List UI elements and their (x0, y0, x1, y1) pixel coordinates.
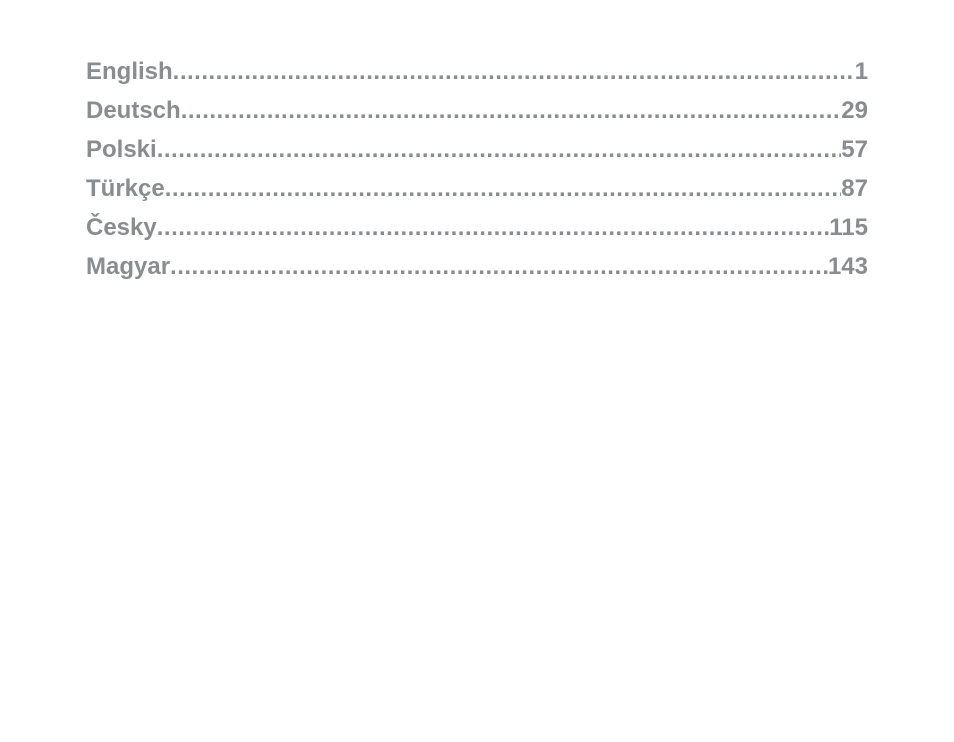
toc-entry-page: 87 (841, 169, 868, 208)
toc-entry: Türkçe 87 (86, 169, 868, 208)
table-of-contents: English 1 Deutsch 29 Polski 57 Türkçe 87 Česky 11… (86, 52, 868, 286)
toc-entry-page: 57 (841, 130, 868, 169)
toc-entry-page: 115 (829, 208, 868, 247)
toc-entry-label: Türkçe (86, 169, 165, 208)
toc-entry-label: English (86, 52, 173, 91)
toc-leader (157, 145, 842, 169)
toc-entry: Česky 115 (86, 208, 868, 247)
toc-entry: English 1 (86, 52, 868, 91)
toc-entry-page: 143 (828, 247, 868, 286)
toc-leader (173, 67, 855, 91)
toc-entry-label: Deutsch (86, 91, 181, 130)
toc-entry-label: Česky (86, 208, 157, 247)
toc-leader (165, 184, 842, 208)
toc-leader (181, 106, 842, 130)
toc-entry-page: 29 (841, 91, 868, 130)
toc-entry-page: 1 (855, 52, 868, 91)
toc-leader (170, 262, 828, 286)
page: English 1 Deutsch 29 Polski 57 Türkçe 87 Česky 11… (0, 0, 954, 742)
toc-entry: Deutsch 29 (86, 91, 868, 130)
toc-leader (157, 223, 830, 247)
toc-entry-label: Polski (86, 130, 157, 169)
toc-entry: Polski 57 (86, 130, 868, 169)
toc-entry-label: Magyar (86, 247, 170, 286)
toc-entry: Magyar 143 (86, 247, 868, 286)
